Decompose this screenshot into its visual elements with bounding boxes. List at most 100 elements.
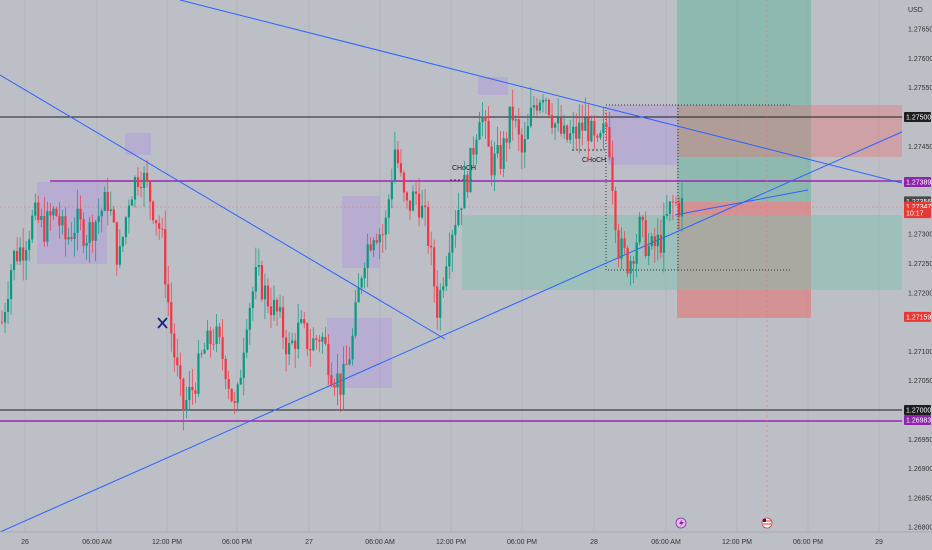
candle-body bbox=[339, 373, 342, 395]
candle-body bbox=[245, 329, 248, 353]
time-axis-label: 06:00 AM bbox=[82, 539, 112, 546]
candle-body bbox=[632, 261, 635, 264]
candle-body bbox=[653, 236, 656, 247]
candle-body bbox=[505, 138, 508, 143]
candle-body bbox=[487, 120, 490, 147]
candle-body bbox=[393, 149, 396, 182]
candle-body bbox=[629, 261, 632, 274]
candle-body bbox=[76, 208, 79, 233]
candle-body bbox=[348, 359, 351, 365]
candle-body bbox=[538, 102, 542, 111]
candle-body bbox=[399, 163, 403, 173]
time-axis-label: 12:00 PM bbox=[152, 539, 182, 546]
candle-body bbox=[230, 388, 233, 402]
us-flag-event-icon[interactable] bbox=[761, 517, 773, 529]
candle-body bbox=[321, 336, 324, 342]
candles[interactable] bbox=[0, 87, 684, 431]
candle-body bbox=[584, 117, 587, 131]
candle-body bbox=[85, 242, 88, 246]
candle-body bbox=[656, 234, 659, 247]
time-axis[interactable] bbox=[0, 532, 932, 550]
candle-body bbox=[569, 133, 572, 140]
candle-body bbox=[469, 147, 472, 193]
candle-body bbox=[490, 146, 493, 176]
price-tag-label: 1.27159 bbox=[906, 314, 931, 321]
candle-body bbox=[109, 209, 112, 211]
candle-body bbox=[363, 268, 366, 279]
candle-body bbox=[97, 216, 100, 222]
candle-body bbox=[402, 172, 406, 193]
candle-body bbox=[55, 208, 58, 216]
candle-body bbox=[112, 209, 115, 223]
candle-body bbox=[617, 230, 620, 259]
candle-body bbox=[124, 217, 128, 238]
candle-body bbox=[173, 333, 176, 358]
time-axis-label: 29 bbox=[875, 539, 883, 546]
candle-body bbox=[342, 363, 345, 395]
candle-body bbox=[442, 286, 445, 291]
candle-body bbox=[34, 202, 37, 216]
candle-body bbox=[52, 208, 55, 216]
candle-body bbox=[19, 247, 22, 262]
candle-body bbox=[79, 208, 82, 220]
price-tick-label: 1.27100 bbox=[908, 349, 932, 356]
candle-body bbox=[254, 267, 257, 292]
candle-body bbox=[590, 120, 593, 142]
candle-body bbox=[248, 307, 251, 330]
candle-body bbox=[303, 319, 306, 324]
trend-lines[interactable] bbox=[0, 0, 905, 533]
candle-body bbox=[94, 221, 97, 241]
candle-body bbox=[550, 115, 554, 128]
candle-body bbox=[88, 222, 91, 243]
candle-body bbox=[330, 375, 333, 386]
candle-body bbox=[127, 205, 131, 218]
order-block bbox=[125, 133, 151, 155]
candle-body bbox=[0, 322, 4, 323]
candle-body bbox=[142, 172, 146, 189]
candle-body bbox=[215, 326, 218, 344]
price-tick-label: 1.27450 bbox=[908, 144, 932, 151]
candle-body bbox=[563, 125, 566, 134]
candle-body bbox=[309, 349, 312, 351]
price-tick-label: 1.27050 bbox=[908, 378, 932, 385]
candle-body bbox=[164, 229, 167, 285]
candle-body bbox=[297, 322, 300, 350]
candle-body bbox=[411, 191, 415, 211]
candle-body bbox=[514, 119, 517, 121]
price-tag bbox=[904, 177, 931, 188]
price-axis[interactable] bbox=[902, 0, 932, 532]
candle-body bbox=[284, 337, 288, 355]
candle-body bbox=[100, 210, 103, 217]
candle-body bbox=[578, 122, 581, 139]
lightning-event-icon[interactable] bbox=[675, 517, 687, 529]
time-axis-label: 27 bbox=[305, 539, 313, 546]
candle-body bbox=[626, 247, 629, 274]
dotted-selection bbox=[605, 104, 679, 271]
time-axis-label: 06:00 PM bbox=[222, 539, 252, 546]
candle-body bbox=[596, 135, 599, 138]
candle-body bbox=[417, 193, 421, 218]
candle-body bbox=[451, 234, 454, 253]
candle-body bbox=[641, 216, 644, 221]
candle-body bbox=[139, 187, 143, 189]
candle-body bbox=[118, 246, 121, 265]
time-axis-label: 06:00 AM bbox=[365, 539, 395, 546]
trend-line-lower bbox=[0, 130, 905, 533]
candle-body bbox=[345, 363, 348, 365]
candle-body bbox=[496, 144, 499, 154]
candle-body bbox=[520, 134, 523, 153]
long-target-zone bbox=[677, 0, 811, 202]
candle-body bbox=[638, 216, 641, 243]
candle-body bbox=[529, 107, 532, 126]
supply-zone bbox=[678, 105, 904, 157]
choch-label-2: CHoCH bbox=[582, 157, 606, 164]
candle-body bbox=[650, 236, 653, 247]
candle-body bbox=[463, 174, 466, 209]
candle-body bbox=[608, 127, 611, 158]
candle-body bbox=[677, 202, 681, 217]
candle-body bbox=[106, 192, 109, 211]
candle-body bbox=[167, 284, 170, 303]
candle-body bbox=[203, 349, 206, 354]
price-tick-label: 1.27650 bbox=[908, 27, 932, 34]
